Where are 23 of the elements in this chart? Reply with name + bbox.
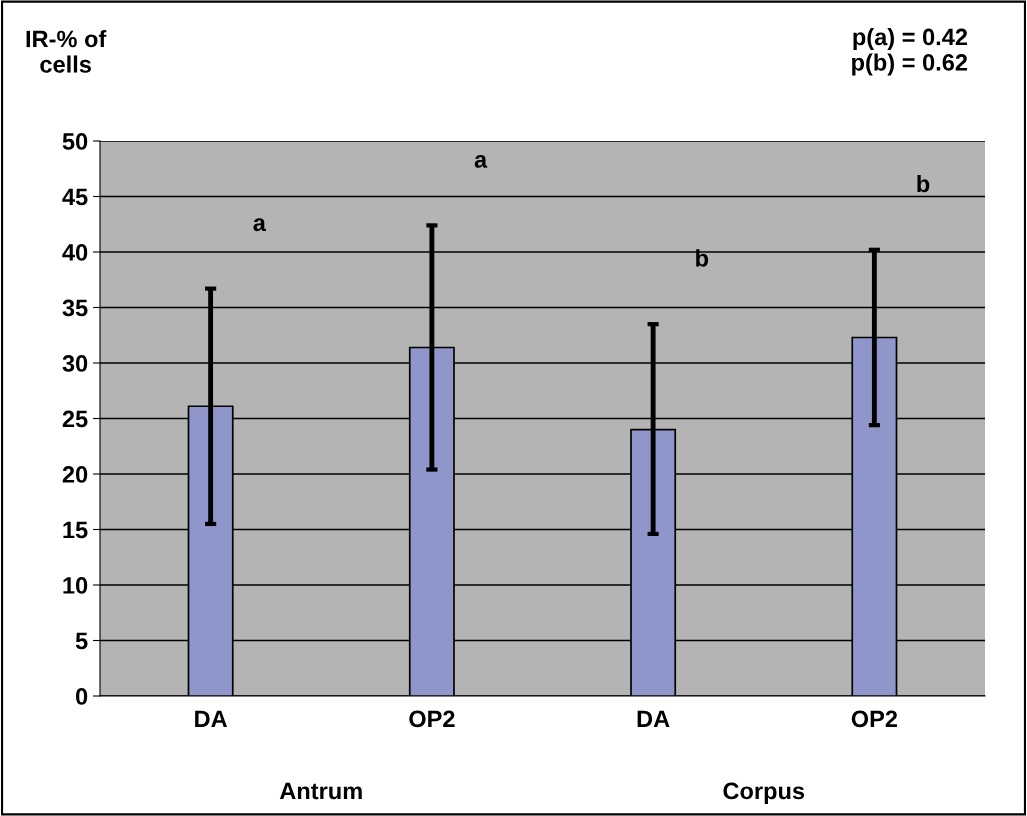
y-tick-label: 35 <box>62 299 88 317</box>
y-tick-label: 20 <box>62 466 88 483</box>
y-tick-label: 5 <box>75 632 88 650</box>
text: Antrum <box>279 782 362 800</box>
x-tick-label: OP2 <box>409 710 455 728</box>
annotation: b <box>696 249 709 267</box>
annotation: a <box>474 154 488 168</box>
annotation: b <box>917 174 930 193</box>
y-tick-label: 15 <box>63 521 88 539</box>
y-tick-label: 40 <box>62 244 88 261</box>
text: Corpus <box>723 782 805 805</box>
y-tick-label: 0 <box>76 688 88 705</box>
y-tick-label: 30 <box>62 355 88 372</box>
x-tick-label: DA <box>637 710 670 727</box>
annotation: a <box>253 218 267 232</box>
y-tick-label: 25 <box>62 410 88 428</box>
text: p(a) = 0.42 p(b) = 0.62 <box>852 28 968 76</box>
y-tick-label: 45 <box>62 188 88 206</box>
y-axis-title: IR-% of cells <box>26 30 107 73</box>
x-tick-label: DA <box>195 710 228 727</box>
y-tick-label: 10 <box>63 577 88 594</box>
x-tick-label: OP2 <box>851 710 898 728</box>
y-tick-label: 50 <box>62 133 88 150</box>
